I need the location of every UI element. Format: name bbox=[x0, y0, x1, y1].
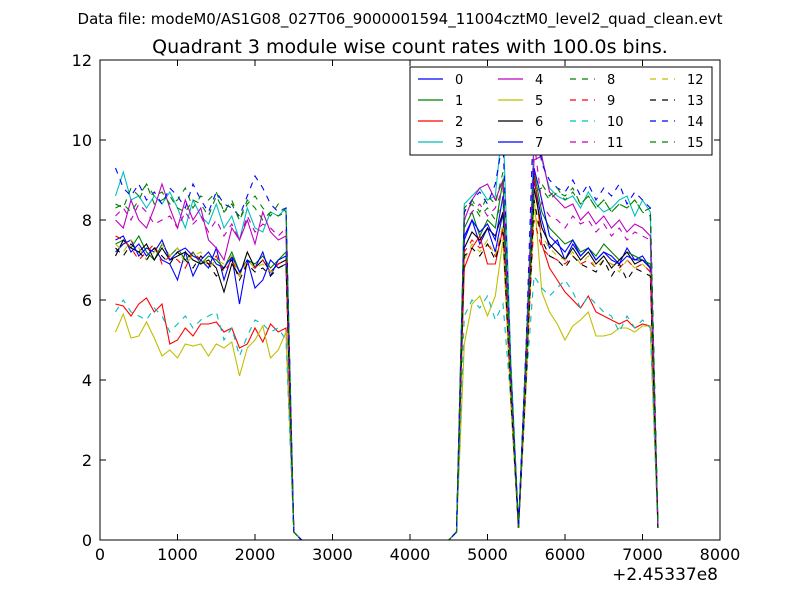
legend-label-1: 1 bbox=[455, 94, 463, 109]
legend-label-3: 3 bbox=[455, 136, 463, 151]
legend-label-8: 8 bbox=[607, 73, 615, 88]
x-tick-label: 7000 bbox=[622, 545, 663, 564]
legend-label-0: 0 bbox=[455, 73, 463, 88]
legend-label-12: 12 bbox=[687, 73, 704, 88]
legend-label-13: 13 bbox=[687, 94, 704, 109]
legend-label-7: 7 bbox=[535, 136, 543, 151]
legend-label-14: 14 bbox=[687, 115, 704, 130]
series-line-14 bbox=[114, 99, 659, 540]
x-tick-label: 3000 bbox=[312, 545, 353, 564]
legend-label-5: 5 bbox=[535, 94, 543, 109]
legend-label-9: 9 bbox=[607, 94, 615, 109]
x-axis-offset-label: +2.45337e8 bbox=[612, 565, 718, 585]
series-line-9 bbox=[115, 219, 659, 540]
figure-suptitle: Data file: modeM0/AS1G08_027T06_90000015… bbox=[78, 10, 723, 29]
x-tick-label: 1000 bbox=[157, 545, 198, 564]
x-tick-label: 2000 bbox=[235, 545, 276, 564]
y-tick-label: 8 bbox=[82, 211, 92, 230]
series-line-8 bbox=[115, 182, 659, 540]
x-tick-label: 4000 bbox=[390, 545, 431, 564]
y-tick-label: 0 bbox=[82, 531, 92, 550]
x-tick-label: 6000 bbox=[545, 545, 586, 564]
x-tick-label: 8000 bbox=[700, 545, 741, 564]
y-tick-label: 10 bbox=[72, 131, 92, 150]
x-tick-label: 5000 bbox=[467, 545, 508, 564]
plot-area bbox=[114, 99, 659, 540]
legend-box bbox=[409, 66, 713, 156]
x-tick-label: 0 bbox=[95, 545, 105, 564]
chart-title: Quadrant 3 module wise count rates with … bbox=[152, 36, 668, 58]
legend-label-10: 10 bbox=[607, 115, 624, 130]
y-tick-label: 6 bbox=[82, 291, 92, 310]
legend-label-11: 11 bbox=[607, 136, 624, 151]
legend-label-4: 4 bbox=[535, 73, 543, 88]
y-tick-label: 2 bbox=[82, 451, 92, 470]
axis-ticks: 0 1000 2000 3000 4000 5000 6000 7000 80000246810… bbox=[72, 51, 741, 564]
legend-label-15: 15 bbox=[687, 136, 704, 151]
legend-label-6: 6 bbox=[535, 115, 543, 130]
y-tick-label: 4 bbox=[82, 371, 92, 390]
series-line-15 bbox=[115, 171, 659, 540]
y-tick-label: 12 bbox=[72, 51, 92, 70]
legend-label-2: 2 bbox=[455, 115, 463, 130]
